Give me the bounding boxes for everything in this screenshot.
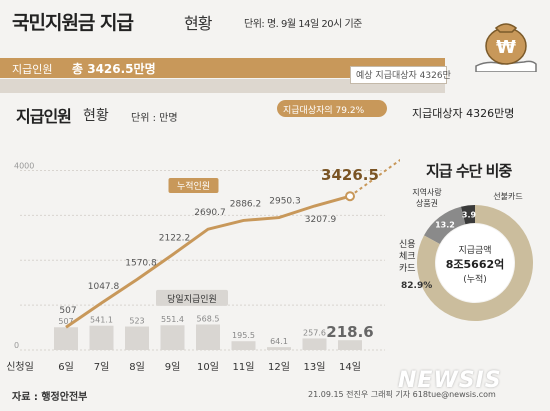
ratio-badge: [277, 100, 387, 117]
daily-bar-label: 523: [129, 317, 144, 326]
target-people-label: 지급대상자 4326만명: [412, 107, 515, 120]
footer-source: 자료 : 행정안전부: [12, 392, 88, 403]
donut-slice-label: 선불카드: [493, 191, 522, 201]
daily-bar-label: 257.6: [303, 328, 326, 337]
cumulative-label: 2950.3: [269, 197, 301, 207]
daily-bar-label: 541.1: [90, 316, 113, 325]
donut-center: [436, 224, 514, 302]
x-tick-label: 8일: [129, 361, 145, 373]
x-axis-prefix: 신청일: [6, 361, 34, 373]
cumulative-label: 507: [59, 306, 76, 316]
total-label: 지급인원: [12, 63, 53, 76]
x-tick-label: 14일: [339, 361, 361, 373]
x-tick-label: 11일: [233, 361, 255, 373]
payment-chart: 0 4000 507 541.1 523 551.4 568.5 195.5 64.1 257.6…: [6, 158, 400, 373]
daily-bar: [160, 325, 185, 350]
y-tick-label: 4000: [14, 161, 34, 170]
daily-bar: [267, 347, 291, 350]
x-tick-label: 13일: [304, 361, 326, 373]
donut-slice-label: 신용: [399, 239, 416, 250]
cumulative-label: 3426.5: [321, 166, 379, 184]
svg-text:₩: ₩: [496, 37, 516, 58]
main-title-suffix: 현황: [184, 14, 212, 33]
daily-bar-label: 568.5: [197, 314, 220, 323]
donut-center-note: (누적): [463, 273, 487, 285]
daily-bar-label: 195.5: [232, 331, 255, 340]
donut-center-value: 8조5662억: [446, 258, 505, 271]
cumulative-label: 3207.9: [305, 215, 337, 225]
donut-slice: [423, 206, 466, 244]
y-tick-label: 0: [14, 341, 19, 350]
target-label: 예상 지급대상자 4326만: [356, 71, 451, 81]
daily-legend-box: [156, 289, 228, 306]
cumulative-label: 1570.8: [125, 258, 157, 268]
main-title: 국민지원금 지급: [12, 12, 134, 34]
section-title: 지급인원: [16, 107, 72, 126]
donut-slice: [417, 205, 533, 321]
daily-bar: [231, 341, 256, 350]
donut-slice-label: 지역사랑: [412, 187, 442, 197]
cumulative-label: 1047.8: [88, 282, 120, 292]
newsis-logo: NEWSIS: [398, 368, 502, 393]
x-tick-label: 6일: [58, 361, 74, 373]
donut-slice-value: 13.2: [435, 220, 455, 229]
x-tick-label: 9일: [165, 361, 181, 373]
daily-bar: [196, 324, 220, 350]
donut-slice-value: 82.9%: [401, 281, 432, 291]
donut-slice-label: 체크: [399, 251, 416, 262]
total-value: 총 3426.5만명: [72, 62, 156, 76]
x-tick-label: 7일: [94, 361, 110, 373]
footer-credit: 21.09.15 전진우 그래픽 기자 618tue@newsis.com: [308, 390, 496, 399]
target-box: [350, 66, 447, 84]
x-tick-label: 10일: [197, 361, 219, 373]
donut-center-label: 지급금액: [458, 244, 491, 256]
ratio-label: 지급대상자의 79.2%: [283, 106, 365, 116]
cumulative-legend-label: 누적인원: [177, 180, 210, 192]
donut-slice-value: 3.9: [462, 210, 477, 219]
section-unit: 단위 : 만명: [131, 113, 178, 124]
daily-bar: [54, 327, 78, 350]
cumulative-label: 2690.7: [194, 208, 226, 218]
donut-slice: [460, 205, 475, 225]
daily-bar-label: 218.6: [326, 323, 373, 341]
money-bag-icon: ₩: [475, 23, 537, 72]
donut-slice-label: 카드: [399, 263, 416, 274]
cumulative-line: [65, 194, 351, 329]
cumulative-last-point: [345, 191, 355, 202]
total-progress-bar: [0, 58, 445, 78]
daily-bar-label: 507: [58, 317, 73, 326]
donut-title: 지급 수단 비중: [426, 162, 512, 180]
cumulative-label: 2886.2: [230, 199, 262, 209]
donut-slice-label: 상품권: [416, 198, 438, 208]
daily-bar: [125, 326, 149, 350]
section-title-suffix: 현황: [83, 108, 109, 124]
cumulative-label: 2122.2: [159, 234, 191, 244]
daily-bar: [302, 338, 327, 350]
unit-note: 단위: 명. 9월 14일 20시 기준: [244, 19, 362, 30]
daily-bar: [338, 340, 362, 350]
daily-bar-label: 551.4: [161, 315, 184, 324]
daily-bar-label: 64.1: [270, 337, 288, 346]
daily-legend-label: 당일지급인원: [167, 294, 217, 305]
daily-bar: [89, 325, 114, 350]
x-tick-label: 12일: [268, 361, 290, 373]
cumulative-legend-box: [168, 178, 219, 193]
target-progress-bar: [0, 79, 445, 93]
